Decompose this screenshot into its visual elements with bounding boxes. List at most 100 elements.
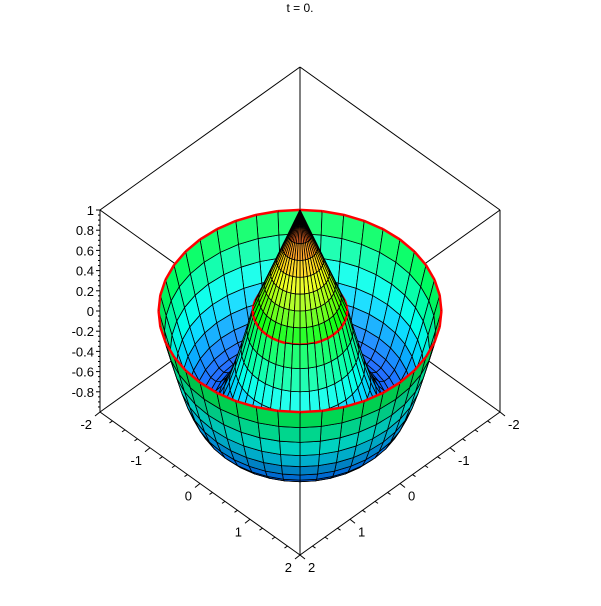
surface-patch [284,343,293,368]
x-tick-label: -2 [80,417,92,432]
surface-patch [280,390,291,413]
surface-patch [278,411,300,428]
y-minor-tick [325,537,328,539]
contour-line-segment [159,311,161,327]
contour-line-segment [278,210,300,211]
y-minor-tick [338,528,341,530]
y-tick-mark [450,448,455,452]
x-tick-mark [245,519,250,523]
x-tick-mark [95,412,100,416]
y-minor-tick [463,439,466,441]
y-tick-mark [300,555,305,559]
x-minor-tick [210,492,213,494]
surface-patch [282,466,300,475]
box-edge-top [100,67,300,210]
x-tick-mark [145,448,150,452]
x-minor-tick [160,457,163,459]
surface-patch [280,441,300,455]
surface-mesh [159,210,442,482]
z-tick-label: -0.4 [72,344,94,359]
y-minor-tick [363,510,366,512]
surface-patch [300,391,310,413]
x-minor-tick [172,466,175,468]
z-tick-label: 0.4 [76,264,94,279]
y-minor-tick [488,421,491,423]
y-tick-label: -1 [458,453,470,468]
x-minor-tick [122,430,125,432]
z-tick-label: -0.6 [72,365,94,380]
y-tick-label: 0 [408,489,415,504]
y-minor-tick [413,475,416,477]
x-tick-mark [295,555,300,559]
x-minor-tick [235,510,238,512]
contour-line-segment [159,295,161,311]
surface-patch [300,328,307,345]
contour-line-segment [253,316,255,321]
surface-patch [300,344,308,368]
surface-patch [295,277,300,294]
z-tick-label: 0.6 [76,243,94,258]
z-tick-label: -0.8 [72,385,94,400]
surface-patch [291,368,300,392]
x-minor-tick [185,475,188,477]
x-tick-mark [195,484,200,488]
surface-patch [307,343,316,368]
y-minor-tick [313,546,316,548]
y-tick-label: 2 [308,560,315,575]
contour-line-segment [440,311,442,327]
surface-patch [306,326,314,344]
surface-patch [300,311,306,328]
z-tick-label: -0.2 [72,324,94,339]
x-minor-tick [135,439,138,441]
y-minor-tick [388,492,391,494]
y-tick-label: 1 [358,524,365,539]
surface-patch [308,367,318,391]
surface-patch [296,260,300,277]
y-minor-tick [438,457,441,459]
surface-patch [300,294,306,311]
x-minor-tick [260,528,263,530]
surface-patch [294,311,300,328]
chart-title: t = 0. [286,1,313,15]
x-minor-tick [285,546,288,548]
x-tick-label: 0 [185,489,192,504]
contour-line-segment [440,295,442,311]
surface-patch [300,441,320,455]
surface-patch [293,328,300,345]
surface-patch [282,367,292,391]
surface-patch [300,411,322,428]
contour-line-segment [278,411,300,412]
contour-line-segment [300,411,322,412]
contour-line-segment [345,316,347,321]
surface-patch [300,426,321,442]
x-tick-label: -1 [130,453,142,468]
surface-patch [300,244,303,261]
surface-patch [292,344,300,368]
contour-line-segment [300,210,322,211]
box-edge-top [300,67,500,210]
x-tick-label: 1 [235,524,242,539]
x-tick-label: 2 [285,560,292,575]
surface-patch [300,277,305,294]
y-minor-tick [475,430,478,432]
x-minor-tick [272,537,275,539]
surface-patch [297,244,300,261]
y-minor-tick [375,501,378,503]
surface-patch [279,426,300,442]
y-tick-mark [500,412,505,416]
y-tick-mark [400,484,405,488]
z-tick-label: 0.2 [76,284,94,299]
surface-patch [309,390,320,413]
surface-patch [294,294,300,311]
y-tick-mark [350,519,355,523]
y-tick-label: -2 [508,417,520,432]
x-minor-tick [110,421,113,423]
z-tick-label: 0 [87,304,94,319]
surface-patch [300,466,318,475]
y-minor-tick [425,466,428,468]
surface-patch [290,391,300,413]
surface-patch [300,260,304,277]
x-minor-tick [222,501,225,503]
surface-patch [281,455,300,467]
